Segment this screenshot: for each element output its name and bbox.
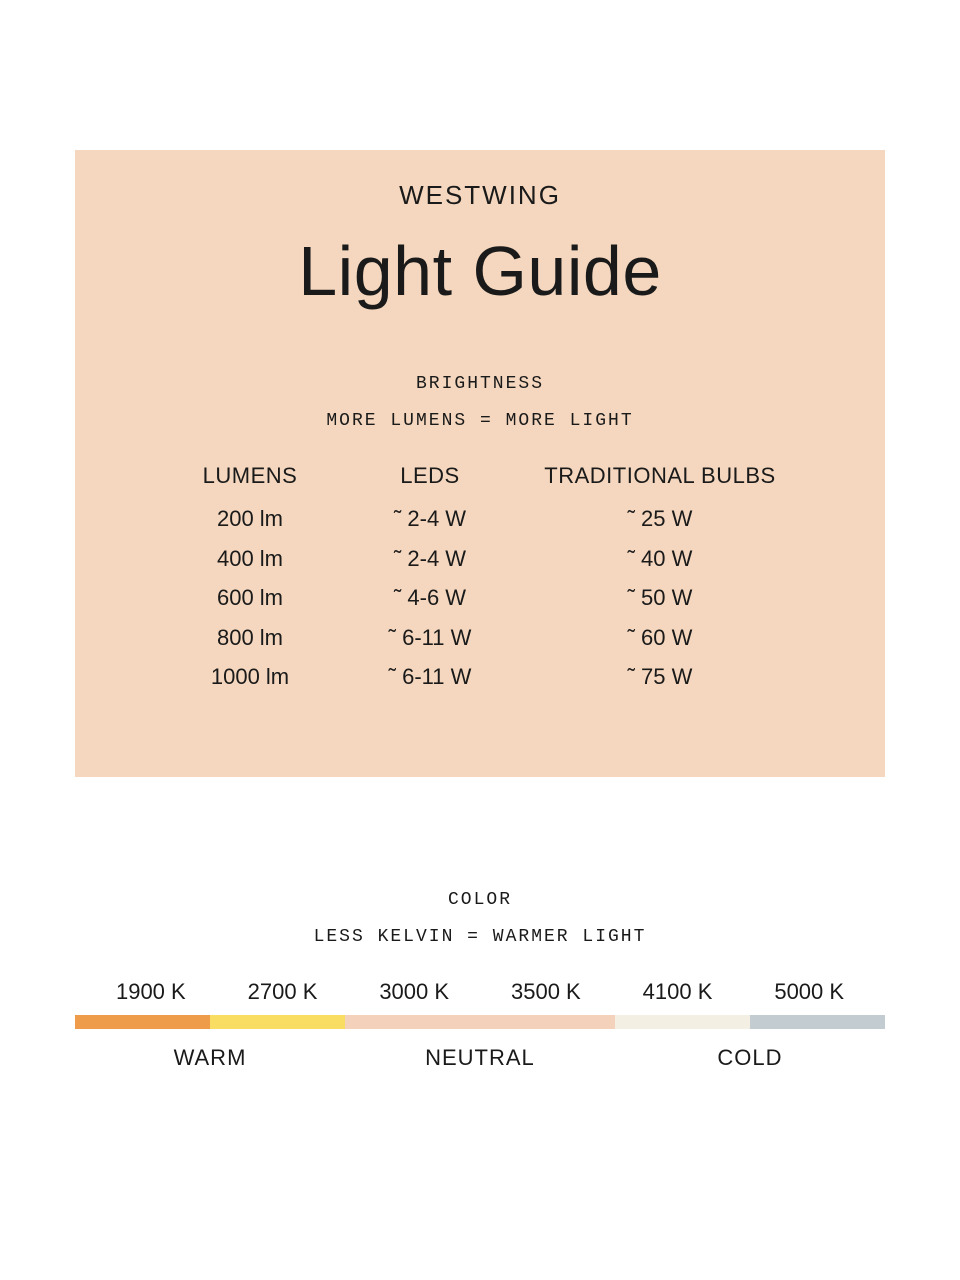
color-heading-line1: COLOR: [75, 887, 885, 914]
brightness-heading-line1: BRIGHTNESS: [115, 371, 845, 398]
color-bar-segment: [345, 1015, 480, 1029]
cell-lumens: 200 lm: [160, 499, 340, 539]
table-header-row: LUMENS LEDS TRADITIONAL BULBS: [160, 463, 800, 489]
page: WESTWING Light Guide BRIGHTNESS MORE LUM…: [0, 0, 960, 1280]
brand-label: WESTWING: [115, 180, 845, 211]
kelvin-value: 2700 K: [217, 979, 349, 1005]
color-bar-segment: [75, 1015, 210, 1029]
kelvin-value: 4100 K: [612, 979, 744, 1005]
cell-traditional: ˜ 40 W: [520, 539, 800, 579]
cell-leds: ˜ 2-4 W: [340, 499, 520, 539]
cell-traditional: ˜ 60 W: [520, 618, 800, 658]
color-category-labels: WARMNEUTRALCOLD: [75, 1045, 885, 1071]
page-title: Light Guide: [115, 231, 845, 311]
color-heading-line2: LESS KELVIN = WARMER LIGHT: [75, 924, 885, 951]
kelvin-value: 3000 K: [348, 979, 480, 1005]
brightness-table: LUMENS LEDS TRADITIONAL BULBS 200 lm˜ 2-…: [160, 463, 800, 697]
color-bar-segment: [615, 1015, 750, 1029]
col-header-traditional: TRADITIONAL BULBS: [520, 463, 800, 489]
color-bar-segment: [210, 1015, 345, 1029]
cell-lumens: 800 lm: [160, 618, 340, 658]
table-row: 200 lm˜ 2-4 W˜ 25 W: [160, 499, 800, 539]
col-header-leds: LEDS: [340, 463, 520, 489]
color-category-label: WARM: [75, 1045, 345, 1071]
kelvin-value: 3500 K: [480, 979, 612, 1005]
cell-leds: ˜ 6-11 W: [340, 618, 520, 658]
cell-lumens: 400 lm: [160, 539, 340, 579]
cell-traditional: ˜ 75 W: [520, 657, 800, 697]
cell-lumens: 600 lm: [160, 578, 340, 618]
kelvin-values-row: 1900 K2700 K3000 K3500 K4100 K5000 K: [75, 979, 885, 1005]
cell-traditional: ˜ 25 W: [520, 499, 800, 539]
col-header-lumens: LUMENS: [160, 463, 340, 489]
cell-traditional: ˜ 50 W: [520, 578, 800, 618]
color-bar-segment: [750, 1015, 885, 1029]
cell-lumens: 1000 lm: [160, 657, 340, 697]
table-row: 800 lm˜ 6-11 W˜ 60 W: [160, 618, 800, 658]
cell-leds: ˜ 4-6 W: [340, 578, 520, 618]
color-category-label: COLD: [615, 1045, 885, 1071]
kelvin-value: 1900 K: [85, 979, 217, 1005]
color-section: COLOR LESS KELVIN = WARMER LIGHT 1900 K2…: [75, 887, 885, 1071]
table-row: 400 lm˜ 2-4 W˜ 40 W: [160, 539, 800, 579]
brightness-heading-line2: MORE LUMENS = MORE LIGHT: [115, 408, 845, 435]
table-row: 600 lm˜ 4-6 W˜ 50 W: [160, 578, 800, 618]
kelvin-value: 5000 K: [743, 979, 875, 1005]
cell-leds: ˜ 2-4 W: [340, 539, 520, 579]
light-guide-card: WESTWING Light Guide BRIGHTNESS MORE LUM…: [75, 150, 885, 777]
color-category-label: NEUTRAL: [345, 1045, 615, 1071]
color-bar-segment: [480, 1015, 615, 1029]
cell-leds: ˜ 6-11 W: [340, 657, 520, 697]
color-temperature-bar: [75, 1015, 885, 1029]
table-row: 1000 lm˜ 6-11 W˜ 75 W: [160, 657, 800, 697]
